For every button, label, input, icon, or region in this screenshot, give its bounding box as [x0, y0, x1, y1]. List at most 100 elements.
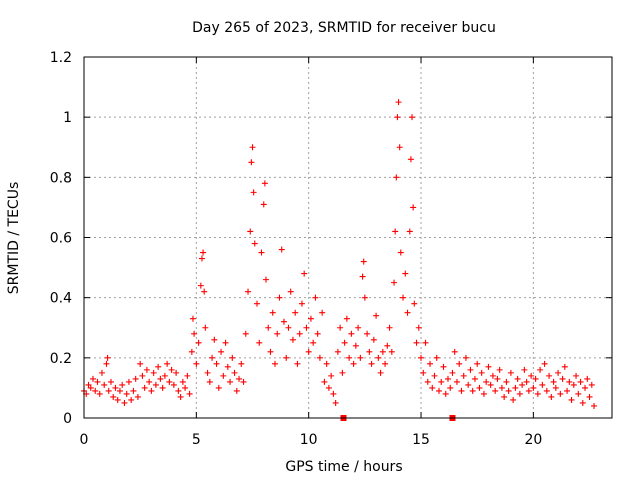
- data-point: [400, 294, 407, 301]
- data-point: [191, 330, 198, 337]
- data-point: [267, 348, 274, 355]
- data-point: [249, 144, 256, 151]
- data-point: [435, 387, 442, 394]
- data-point: [413, 339, 420, 346]
- data-point: [422, 339, 429, 346]
- data-point: [395, 99, 402, 106]
- data-point: [503, 378, 510, 385]
- x-tick-label: 0: [80, 432, 89, 448]
- data-point: [98, 369, 105, 376]
- data-point: [103, 360, 110, 367]
- data-point: [260, 201, 267, 208]
- data-point: [105, 387, 112, 394]
- data-point: [337, 324, 344, 331]
- data-point: [132, 375, 139, 382]
- data-point: [334, 348, 341, 355]
- data-point: [201, 288, 208, 295]
- data-point: [289, 336, 296, 343]
- data-point: [483, 378, 490, 385]
- data-point: [186, 390, 193, 397]
- data-point: [532, 375, 539, 382]
- data-point: [220, 372, 227, 379]
- data-point: [107, 378, 114, 385]
- data-point: [292, 309, 299, 316]
- data-point: [96, 390, 103, 397]
- data-point: [573, 372, 580, 379]
- data-point: [352, 342, 359, 349]
- x-tick-labels: 0 5 10 15 20: [80, 432, 543, 448]
- data-point: [262, 276, 269, 283]
- data-point: [394, 114, 401, 121]
- data-point: [224, 363, 231, 370]
- data-point: [516, 390, 523, 397]
- data-point: [276, 294, 283, 301]
- data-point: [584, 375, 591, 382]
- data-point: [89, 375, 96, 382]
- data-point: [541, 360, 548, 367]
- data-point: [134, 393, 141, 400]
- data-point: [240, 378, 247, 385]
- data-point: [269, 309, 276, 316]
- data-point: [451, 348, 458, 355]
- data-point: [314, 330, 321, 337]
- data-point: [231, 369, 238, 376]
- data-point: [480, 390, 487, 397]
- data-point: [357, 354, 364, 361]
- data-point: [110, 393, 117, 400]
- data-point: [528, 372, 535, 379]
- data-point: [523, 378, 530, 385]
- y-tick-labels: 0 0.2 0.4 0.6 0.8 1 1.2: [50, 50, 72, 427]
- data-point: [449, 369, 456, 376]
- data-point: [431, 372, 438, 379]
- data-point: [256, 339, 263, 346]
- data-point: [552, 384, 559, 391]
- data-point: [148, 387, 155, 394]
- x-axis-label: GPS time / hours: [285, 459, 402, 475]
- data-point: [204, 369, 211, 376]
- data-point: [298, 300, 305, 307]
- data-point: [539, 381, 546, 388]
- data-point: [489, 372, 496, 379]
- data-point: [250, 189, 257, 196]
- data-point: [406, 228, 413, 235]
- y-tick-label: 0.8: [50, 170, 72, 186]
- data-point: [525, 387, 532, 394]
- data-point: [370, 336, 377, 343]
- data-point: [579, 399, 586, 406]
- data-point: [280, 318, 287, 325]
- y-tick-label: 1.2: [50, 50, 72, 66]
- y-axis-label: SRMTID / TECUs: [6, 182, 22, 295]
- data-point: [559, 375, 566, 382]
- data-point: [359, 273, 366, 280]
- data-point: [303, 324, 310, 331]
- data-point: [222, 339, 229, 346]
- data-point: [568, 396, 575, 403]
- data-point: [101, 381, 108, 388]
- data-point: [242, 330, 249, 337]
- data-point: [440, 363, 447, 370]
- data-point: [498, 384, 505, 391]
- data-point: [85, 381, 92, 388]
- data-point: [130, 387, 137, 394]
- data-point: [177, 393, 184, 400]
- data-point: [197, 282, 204, 289]
- data-point: [319, 309, 326, 316]
- data-point: [420, 369, 427, 376]
- grid: [84, 57, 612, 418]
- data-point: [474, 360, 481, 367]
- data-point: [564, 387, 571, 394]
- data-point: [343, 315, 350, 322]
- data-point: [198, 255, 205, 262]
- data-point: [348, 330, 355, 337]
- data-point: [465, 381, 472, 388]
- data-point: [128, 396, 135, 403]
- data-point: [161, 372, 168, 379]
- data-point: [407, 156, 414, 163]
- data-point: [137, 360, 144, 367]
- data-point: [245, 288, 252, 295]
- data-point: [391, 279, 398, 286]
- data-point: [373, 312, 380, 319]
- data-point: [274, 330, 281, 337]
- data-point: [294, 360, 301, 367]
